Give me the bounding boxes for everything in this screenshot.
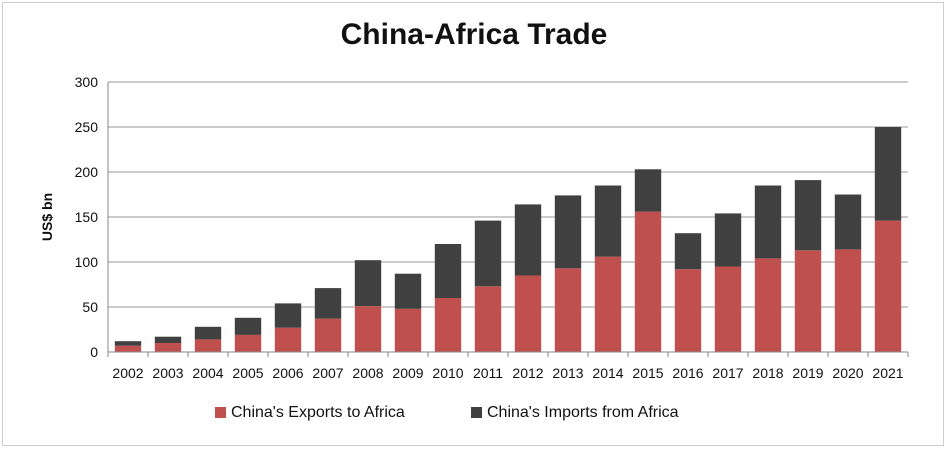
- bar-exports: [394, 308, 422, 352]
- x-tick-label: 2004: [192, 365, 223, 381]
- bar-imports: [754, 185, 782, 259]
- y-tick-label: 250: [75, 119, 99, 135]
- x-tick-label: 2002: [112, 365, 143, 381]
- bar-imports: [154, 336, 182, 343]
- bars-group: [114, 127, 902, 352]
- bar-imports: [594, 185, 622, 257]
- bar-exports: [714, 266, 742, 352]
- y-tick-label: 150: [75, 209, 99, 225]
- bar-imports: [194, 326, 222, 340]
- bar-exports: [154, 343, 182, 352]
- x-tick-label: 2014: [592, 365, 623, 381]
- bar-imports: [874, 127, 902, 221]
- chart-title: China-Africa Trade: [340, 18, 608, 51]
- bar-exports: [634, 211, 662, 352]
- x-tick-label: 2009: [392, 365, 423, 381]
- bar-imports: [354, 260, 382, 307]
- legend-label: China's Exports to Africa: [231, 404, 405, 421]
- bar-exports: [114, 345, 142, 352]
- x-tick-label: 2015: [632, 365, 663, 381]
- bar-imports: [314, 288, 342, 319]
- bar-imports: [114, 341, 142, 346]
- bar-exports: [594, 256, 622, 352]
- y-tick-label: 300: [75, 74, 99, 90]
- bar-imports: [234, 317, 262, 335]
- bar-exports: [794, 250, 822, 352]
- y-tick-label: 200: [75, 164, 99, 180]
- grid-lines: [108, 81, 908, 308]
- bar-exports: [874, 220, 902, 352]
- legend-label: China's Imports from Africa: [487, 404, 679, 421]
- bar-imports: [554, 195, 582, 269]
- y-axis-label: US$ bn: [39, 193, 55, 241]
- bar-exports: [674, 269, 702, 352]
- x-tick-label: 2005: [232, 365, 263, 381]
- axes-group: 0 50 100 150 200 250 300 US$ bn 2002 2003 2004 2005…: [39, 74, 909, 381]
- bar-exports: [514, 275, 542, 352]
- bar-exports: [194, 339, 222, 352]
- bar-exports: [834, 249, 862, 352]
- y-tick-label: 0: [90, 344, 98, 360]
- legend: China's Exports to Africa China's Imports…: [215, 404, 679, 421]
- bar-imports: [674, 233, 702, 270]
- x-tick-label: 2013: [552, 365, 583, 381]
- bar-imports: [714, 213, 742, 267]
- bar-exports: [554, 268, 582, 352]
- x-tick-label: 2010: [432, 365, 463, 381]
- bar-exports: [354, 306, 382, 352]
- x-tick-label: 2021: [872, 365, 903, 381]
- x-tick-label: 2012: [512, 365, 543, 381]
- y-tick-label: 50: [82, 299, 98, 315]
- legend-swatch: [471, 407, 482, 418]
- y-tick-label: 100: [75, 254, 99, 270]
- x-tick-label: 2017: [712, 365, 743, 381]
- x-tick-label: 2020: [832, 365, 863, 381]
- x-tick-label: 2016: [672, 365, 703, 381]
- legend-swatch: [215, 407, 226, 418]
- bar-imports: [394, 273, 422, 309]
- bar-imports: [474, 220, 502, 287]
- x-tick-label: 2007: [312, 365, 343, 381]
- bar-exports: [474, 286, 502, 352]
- bar-exports: [314, 318, 342, 352]
- bar-imports: [794, 180, 822, 251]
- x-tick-label: 2019: [792, 365, 823, 381]
- bar-exports: [234, 334, 262, 352]
- x-tick-label: 2006: [272, 365, 303, 381]
- bar-exports: [434, 298, 462, 352]
- bar-imports: [834, 194, 862, 250]
- x-tick-label: 2008: [352, 365, 383, 381]
- bar-imports: [274, 303, 302, 328]
- bar-exports: [754, 258, 782, 352]
- bar-imports: [634, 169, 662, 212]
- x-tick-label: 2018: [752, 365, 783, 381]
- bar-imports: [434, 244, 462, 298]
- bar-imports: [514, 204, 542, 276]
- x-tick-label: 2011: [473, 365, 503, 381]
- bar-exports: [274, 327, 302, 352]
- x-tick-label: 2003: [152, 365, 183, 381]
